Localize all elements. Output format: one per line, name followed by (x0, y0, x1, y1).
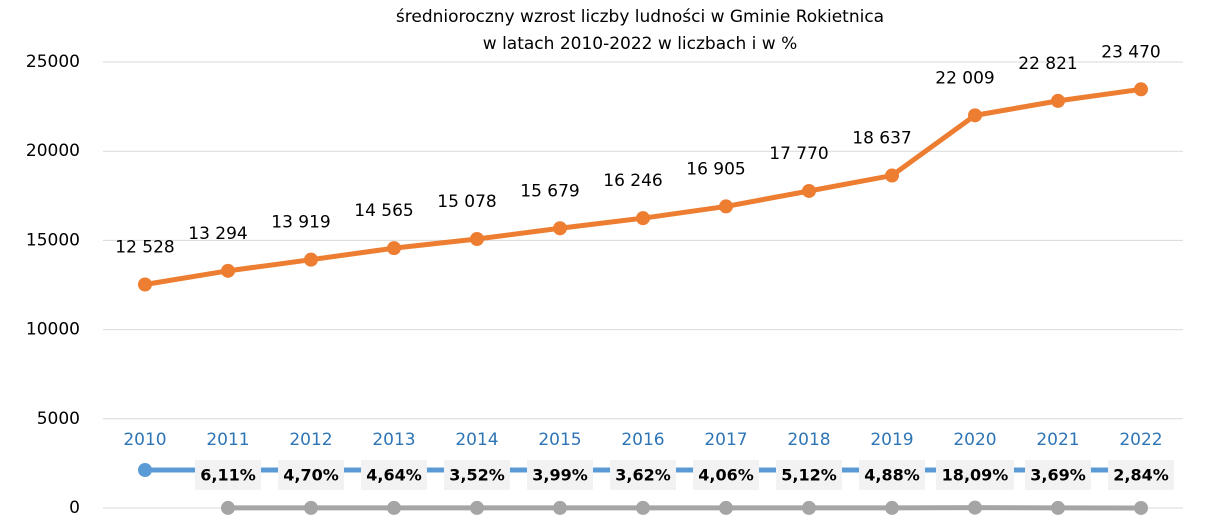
label-box (527, 460, 593, 490)
label-box (1108, 460, 1174, 490)
label-box (195, 460, 261, 490)
data-label: 16 905 (686, 159, 745, 179)
marker (1134, 82, 1148, 97)
marker (1051, 500, 1065, 515)
data-label: 13 294 (188, 224, 247, 244)
x-tick-label: 2019 (870, 430, 913, 450)
y-tick-label: 20000 (26, 141, 80, 161)
x-tick-label: 2016 (621, 430, 664, 450)
label-box (610, 460, 676, 490)
data-label: 3,69% (1030, 466, 1086, 485)
data-label: 18,09% (942, 466, 1009, 485)
marker (885, 500, 899, 515)
data-label: 23 470 (1101, 42, 1160, 62)
chart-subtitle: w latach 2010-2022 w liczbach i w % (483, 34, 797, 54)
marker (304, 252, 318, 267)
marker (221, 263, 235, 278)
marker (1134, 500, 1148, 515)
data-label: 4,06% (698, 466, 754, 485)
marker (387, 500, 401, 515)
marker (636, 211, 650, 226)
marker (885, 168, 899, 183)
data-label: 4,88% (864, 466, 920, 485)
marker (553, 221, 567, 236)
marker (553, 500, 567, 515)
marker (138, 463, 152, 478)
y-tick-label: 25000 (26, 52, 80, 72)
data-label: 6,11% (200, 466, 256, 485)
data-label: 5,12% (781, 466, 837, 485)
data-label: 12 528 (115, 238, 174, 258)
data-label: 17 770 (769, 144, 828, 164)
marker (968, 500, 982, 515)
x-tick-label: 2014 (455, 430, 498, 450)
data-label: 13 919 (271, 213, 330, 233)
x-tick-label: 2021 (1036, 430, 1079, 450)
data-label: 15 078 (437, 192, 496, 212)
chart-title: średnioroczny wzrost liczby ludności w G… (396, 7, 884, 27)
label-box (936, 460, 1014, 490)
data-label: 22 821 (1018, 54, 1077, 74)
marker (1051, 93, 1065, 108)
data-label: 3,62% (615, 466, 671, 485)
label-box (444, 460, 510, 490)
data-label: 18 637 (852, 129, 911, 149)
data-label: 15 679 (520, 181, 579, 201)
data-label: 2,84% (1113, 466, 1169, 485)
y-tick-label: 0 (69, 498, 80, 517)
label-box (693, 460, 759, 490)
y-tick-label: 15000 (26, 230, 80, 250)
marker (636, 500, 650, 515)
data-label: 3,99% (532, 466, 588, 485)
label-box (1025, 460, 1091, 490)
marker (387, 241, 401, 256)
marker (470, 500, 484, 515)
x-tick-label: 2013 (372, 430, 415, 450)
marker (802, 183, 816, 198)
label-box (361, 460, 427, 490)
data-label: 22 009 (935, 68, 994, 88)
x-tick-label: 2022 (1119, 430, 1162, 450)
data-label: 16 246 (603, 171, 662, 191)
y-tick-label: 5000 (37, 409, 80, 429)
x-tick-label: 2017 (704, 430, 747, 450)
marker (138, 277, 152, 292)
marker (719, 199, 733, 214)
x-tick-label: 2018 (787, 430, 830, 450)
label-box (776, 460, 842, 490)
data-label: 14 565 (354, 201, 413, 221)
marker (304, 500, 318, 515)
label-box (278, 460, 344, 490)
x-tick-label: 2012 (289, 430, 332, 450)
label-box (859, 460, 925, 490)
marker (802, 500, 816, 515)
x-tick-label: 2010 (123, 430, 166, 450)
x-tick-label: 2011 (206, 430, 249, 450)
x-tick-label: 2020 (953, 430, 996, 450)
marker (221, 500, 235, 515)
marker (719, 500, 733, 515)
data-label: 4,64% (366, 466, 422, 485)
data-label: 3,52% (449, 466, 505, 485)
y-tick-label: 10000 (26, 320, 80, 340)
x-tick-label: 2015 (538, 430, 581, 450)
marker (968, 108, 982, 123)
data-label: 4,70% (283, 466, 339, 485)
marker (470, 232, 484, 247)
